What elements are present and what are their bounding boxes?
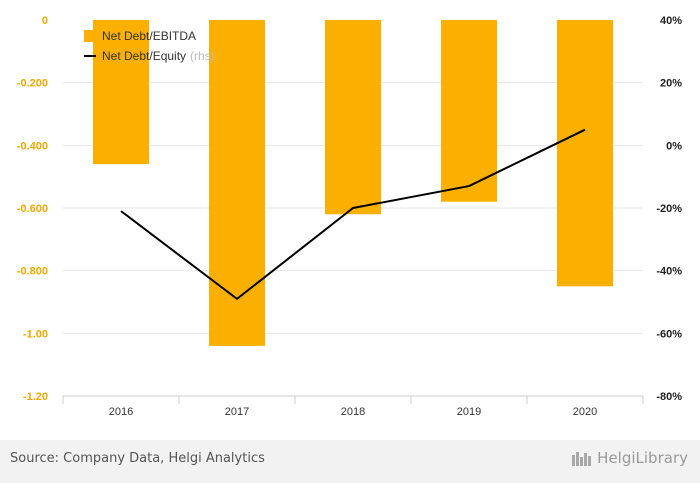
y-right-tick-label: 40%	[660, 15, 682, 27]
y-left-tick-label: -0.200	[17, 78, 48, 90]
source-text: Source: Company Data, Helgi Analytics	[10, 451, 265, 466]
library-logo-icon	[572, 452, 592, 466]
y-left-tick-label: 0	[42, 15, 48, 27]
x-tick-label: 2019	[457, 406, 481, 418]
y-left-tick-label: -0.600	[17, 203, 48, 215]
bar	[557, 20, 613, 287]
logo-text: HelgiLibrary	[597, 449, 688, 467]
bar	[93, 20, 149, 165]
x-tick-label: 2016	[109, 406, 133, 418]
y-right-tick-label: 20%	[660, 78, 682, 90]
y-left-tick-label: -1.20	[23, 391, 48, 403]
x-tick-label: 2017	[225, 406, 249, 418]
logo: HelgiLibrary	[571, 449, 688, 467]
y-right-tick-label: -80%	[656, 391, 682, 403]
y-left-tick-label: -1.00	[23, 328, 48, 340]
bar	[441, 20, 497, 202]
legend-label-line: Net Debt/Equity (rhs)	[102, 49, 215, 63]
axes: 0 -0.200 -0.400 -0.600 -0.800 -1.00 -1.20 40% 20…	[17, 15, 682, 418]
legend: Net Debt/EBITDA Net Debt/Equity (rhs)	[84, 29, 215, 63]
legend-label-line-name: Net Debt/Equity	[102, 49, 186, 63]
y-right-tick-label: -60%	[656, 328, 682, 340]
legend-label-line-suffix: (rhs)	[190, 49, 215, 63]
bar	[325, 20, 381, 215]
legend-swatch-bar	[84, 30, 96, 42]
y-right-tick-label: 0%	[666, 140, 682, 152]
bar	[209, 20, 265, 346]
x-tick-label: 2020	[573, 406, 597, 418]
legend-label-bar: Net Debt/EBITDA	[102, 29, 196, 43]
footer: Source: Company Data, Helgi Analytics He…	[0, 440, 700, 483]
bar-series	[93, 20, 613, 346]
x-tick-label: 2018	[341, 406, 365, 418]
line-series	[120, 128, 586, 300]
y-right-tick-label: -40%	[656, 266, 682, 278]
y-left-tick-label: -0.800	[17, 266, 48, 278]
y-left-tick-label: -0.400	[17, 140, 48, 152]
y-right-tick-label: -20%	[656, 203, 682, 215]
